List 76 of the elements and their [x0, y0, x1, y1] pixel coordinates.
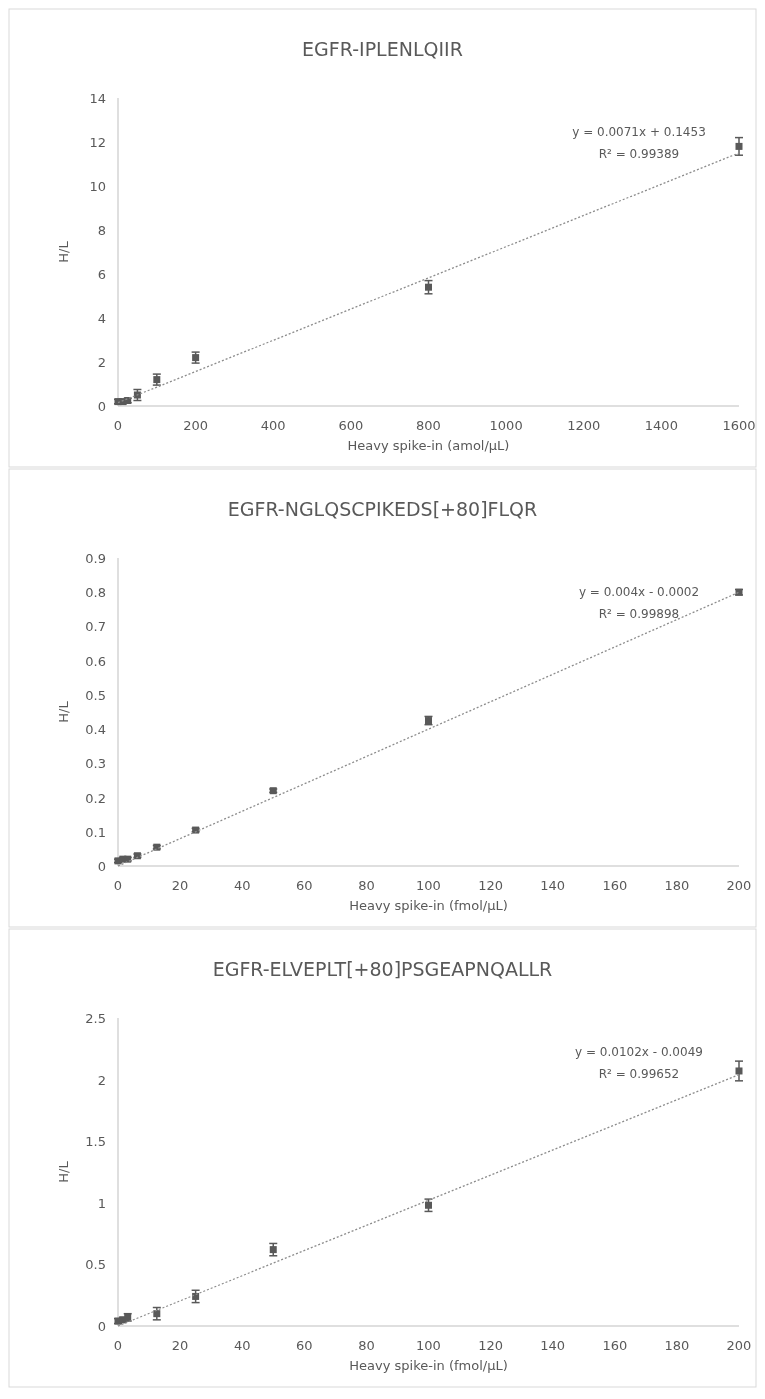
x-tick-label: 20: [171, 1338, 189, 1353]
point: [269, 1246, 277, 1254]
x-tick-label: 40: [233, 878, 251, 893]
x-tick-label: 80: [358, 878, 375, 893]
y-tick-label: 1: [97, 1195, 106, 1211]
y-tick-label: 0.3: [85, 756, 106, 772]
x-tick-label: 0: [113, 418, 123, 433]
y-tick-label: 2.5: [85, 1011, 106, 1026]
x-tick-label: 200: [726, 878, 752, 893]
annotation: y = 0.004x - 0.0002: [578, 585, 700, 599]
point: [735, 142, 743, 150]
y-tick-label: 12: [89, 135, 106, 150]
y-tick-label: 2: [97, 355, 106, 370]
x-tick-label: 60: [296, 1338, 313, 1353]
x-tick-label: 200: [726, 1338, 752, 1353]
y-tick-label: 0.8: [85, 585, 106, 601]
x-tick-label: 0: [113, 1338, 123, 1353]
x-tick-label: 1000: [489, 418, 523, 433]
x-tick-label: 1400: [644, 418, 678, 433]
y-axis-title: H/L: [56, 1160, 71, 1183]
x-tick-label: 100: [416, 878, 441, 893]
x-tick-label: 80: [358, 1338, 375, 1353]
x-axis-title: Heavy spike-in (fmol/µL): [349, 898, 508, 913]
x-tick-label: 20: [171, 878, 189, 893]
x-tick-label: 180: [664, 878, 690, 893]
y-tick-label: 0.2: [85, 790, 106, 806]
x-tick-label: 100: [416, 1338, 441, 1353]
x-tick-label: 1600: [722, 418, 756, 433]
x-tick-label: 1200: [567, 418, 601, 433]
y-tick-label: 6: [97, 267, 106, 282]
y-tick-label: 4: [97, 311, 106, 326]
y-tick-label: 14: [89, 91, 106, 106]
x-tick-label: 800: [416, 418, 441, 433]
chart-title: EGFR-ELVEPLT[+80]PSGEAPNQALLR: [212, 958, 553, 980]
x-tick-label: 160: [602, 878, 628, 893]
y-axis-title: H/L: [56, 240, 71, 263]
y-tick-label: 10: [89, 179, 106, 194]
annotation: R² = 0.99898: [598, 607, 680, 621]
y-tick-label: 8: [97, 223, 106, 238]
x-tick-label: 180: [664, 1338, 690, 1353]
y-tick-label: 0.4: [85, 722, 106, 738]
chart-title: EGFR-NGLQSCPIKEDS[+80]FLQR: [227, 498, 538, 520]
point: [735, 1067, 743, 1075]
x-axis-title: Heavy spike-in (amol/µL): [347, 438, 510, 453]
x-axis-title: Heavy spike-in (fmol/µL): [349, 1358, 508, 1373]
x-tick-label: 120: [478, 878, 504, 893]
chart-title: EGFR-IPLENLQIIR: [302, 38, 463, 60]
x-tick-label: 40: [233, 1338, 251, 1353]
annotation: R² = 0.99652: [598, 1067, 680, 1081]
annotation: R² = 0.99389: [598, 147, 680, 161]
x-tick-label: 120: [478, 1338, 504, 1353]
x-tick-label: 600: [338, 418, 364, 433]
x-tick-label: 400: [260, 418, 286, 433]
x-tick-label: 60: [296, 878, 313, 893]
y-tick-label: 0.5: [85, 687, 106, 703]
y-tick-label: 0.9: [85, 551, 106, 566]
y-axis-title: H/L: [56, 700, 71, 723]
annotation: y = 0.0071x + 0.1453: [572, 125, 706, 139]
y-tick-label: 0.7: [85, 619, 106, 635]
x-tick-label: 0: [113, 878, 123, 893]
y-tick-label: 2: [97, 1072, 106, 1088]
y-tick-label: 0.1: [85, 824, 106, 840]
y-tick-label: 0: [97, 1319, 106, 1334]
x-tick-label: 200: [183, 418, 209, 433]
x-tick-label: 140: [540, 878, 566, 893]
y-tick-label: 0.6: [85, 653, 106, 669]
point: [425, 1201, 432, 1209]
point: [153, 1310, 161, 1318]
x-tick-label: 140: [540, 1338, 566, 1353]
annotation: y = 0.0102x - 0.0049: [575, 1045, 703, 1059]
point: [425, 283, 432, 291]
y-tick-label: 1.5: [85, 1134, 106, 1150]
y-tick-label: 0.5: [85, 1257, 106, 1273]
y-tick-label: 0: [97, 859, 106, 874]
y-tick-label: 0: [97, 399, 106, 414]
x-tick-label: 160: [602, 1338, 628, 1353]
